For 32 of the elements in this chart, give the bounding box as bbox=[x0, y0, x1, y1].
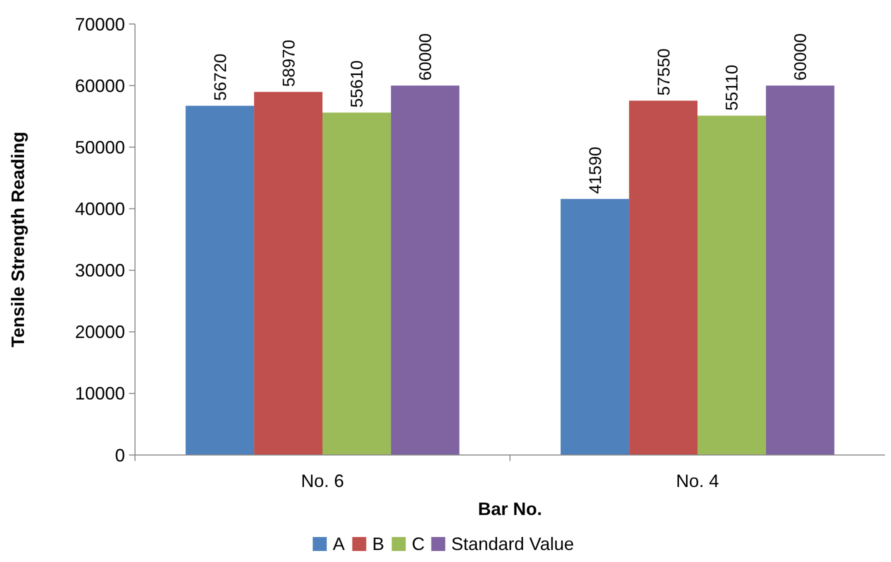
data-label: 57550 bbox=[654, 48, 674, 96]
bar bbox=[766, 86, 834, 455]
bar bbox=[698, 116, 766, 455]
y-tick-label: 0 bbox=[114, 445, 125, 466]
y-tick-label: 30000 bbox=[74, 260, 125, 281]
bar bbox=[390, 86, 460, 455]
data-label: 58970 bbox=[279, 40, 298, 87]
data-label: 60000 bbox=[416, 33, 436, 81]
legend-label: A bbox=[332, 534, 345, 554]
y-tick-label: 40000 bbox=[74, 199, 125, 220]
legend-label: Standard Value bbox=[451, 534, 574, 554]
bar bbox=[186, 106, 254, 455]
y-tick-label: 70000 bbox=[74, 14, 125, 34]
y-tick-label: 10000 bbox=[74, 384, 125, 404]
y-tick-label: 50000 bbox=[74, 137, 125, 158]
y-tick-label: 60000 bbox=[74, 76, 125, 96]
bar bbox=[254, 92, 322, 455]
data-label: 55110 bbox=[722, 64, 742, 111]
legend-label: C bbox=[412, 534, 425, 554]
data-label: 60000 bbox=[791, 33, 810, 81]
y-axis-title: Tensile Strength Reading bbox=[8, 132, 28, 348]
bar bbox=[560, 198, 630, 455]
data-label: 56720 bbox=[210, 53, 230, 101]
x-tick-label: No. 4 bbox=[676, 471, 720, 491]
bar bbox=[322, 112, 391, 455]
data-label: 41590 bbox=[586, 146, 605, 194]
bar bbox=[629, 100, 698, 455]
data-label: 55610 bbox=[348, 60, 367, 108]
x-tick-label: No. 6 bbox=[300, 471, 344, 491]
x-axis-title: Bar No. bbox=[478, 499, 542, 519]
legend-label: B bbox=[372, 534, 384, 554]
y-tick-label: 20000 bbox=[74, 322, 125, 342]
